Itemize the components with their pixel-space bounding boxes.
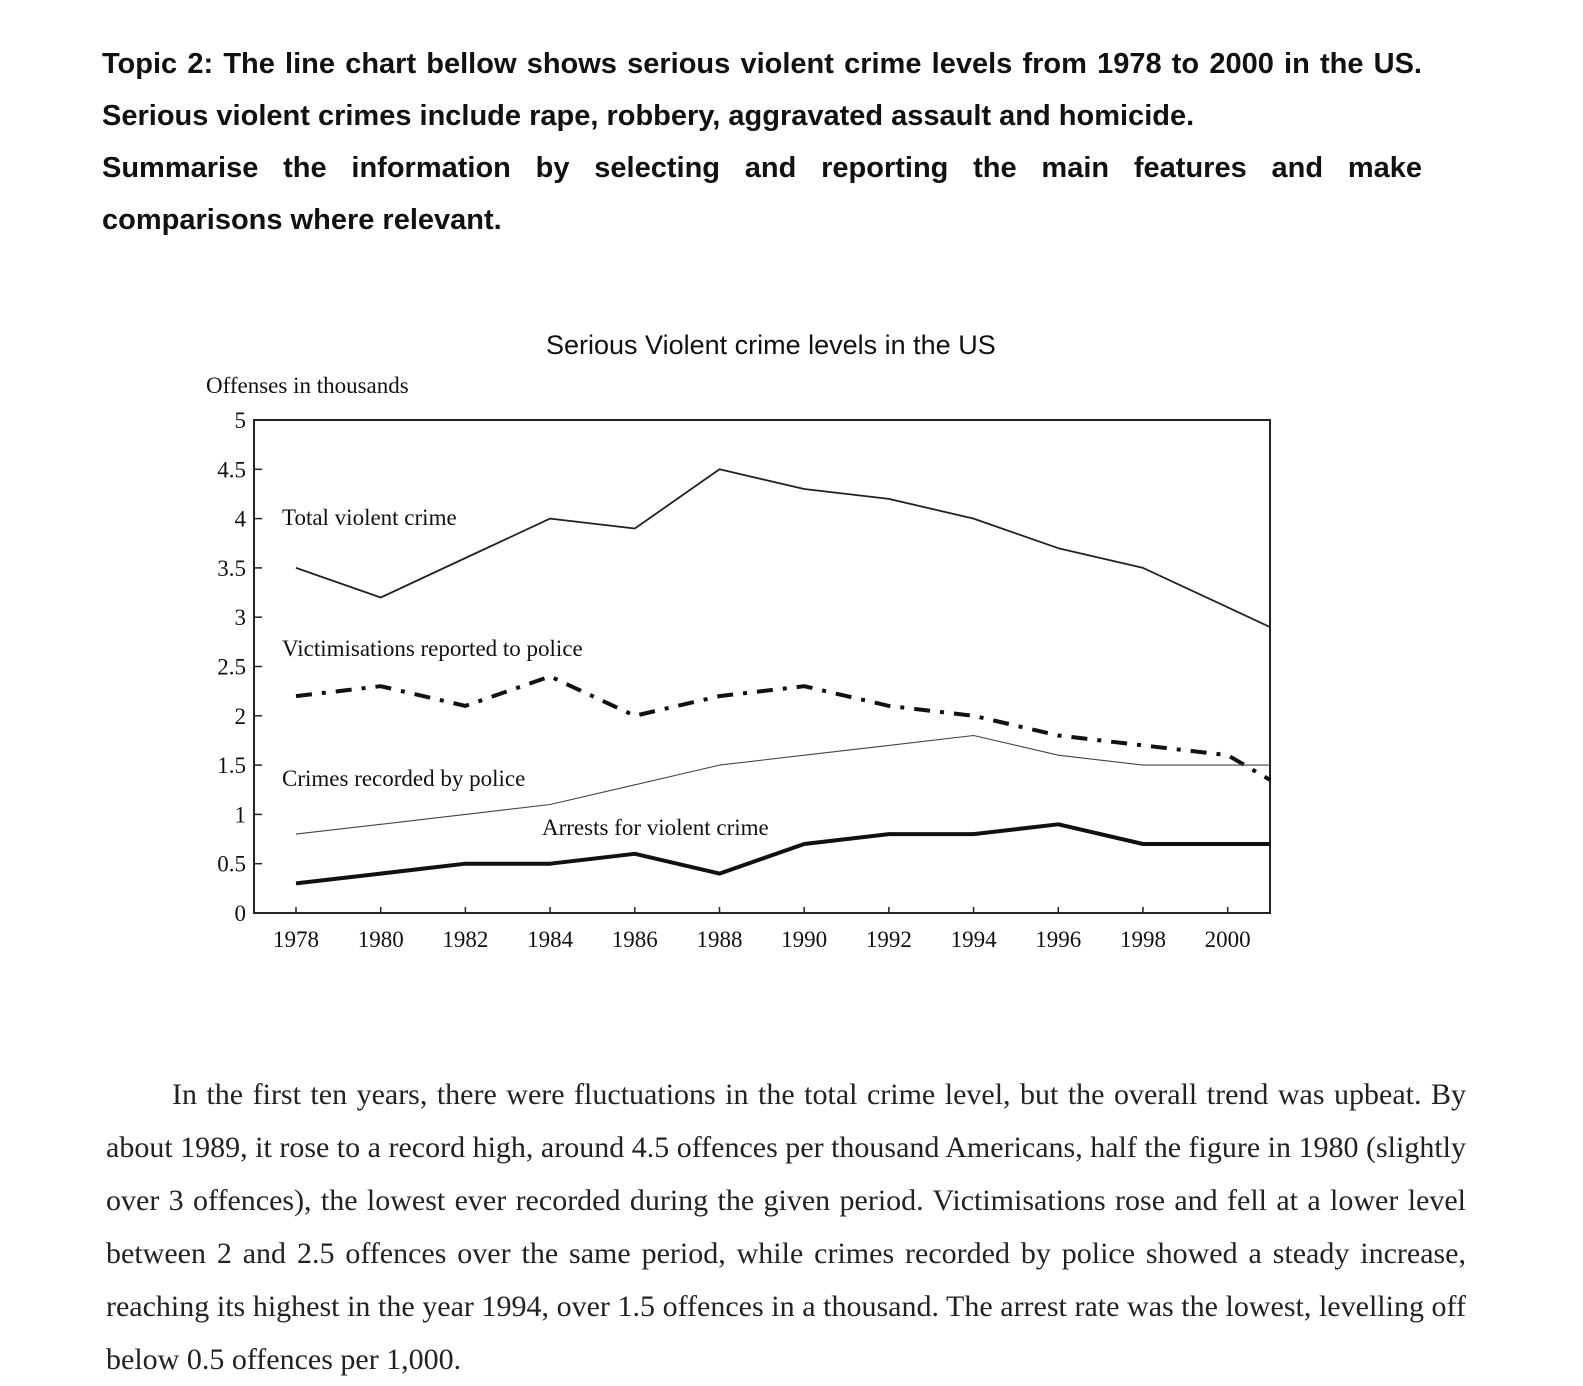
essay-paragraph: In the first ten years, there were fluct… bbox=[106, 1068, 1466, 1386]
x-tick-label: 1990 bbox=[781, 927, 827, 952]
y-tick-label: 2.5 bbox=[217, 655, 246, 680]
series-line-arrests bbox=[296, 824, 1270, 883]
x-tick-label: 1994 bbox=[951, 927, 998, 952]
y-tick-label: 4 bbox=[235, 507, 247, 532]
y-tick-label: 1.5 bbox=[217, 753, 246, 778]
x-tick-label: 2000 bbox=[1205, 927, 1251, 952]
y-tick-label: 5 bbox=[235, 408, 247, 433]
x-tick-label: 1998 bbox=[1120, 927, 1166, 952]
x-tick-label: 1982 bbox=[442, 927, 488, 952]
y-tick-label: 2 bbox=[235, 704, 247, 729]
y-tick-label: 3.5 bbox=[217, 556, 246, 581]
instruction-paragraph: Summarise the information by selecting a… bbox=[102, 142, 1422, 246]
series-line-total-violent-crime bbox=[296, 469, 1270, 627]
x-tick-label: 1978 bbox=[273, 927, 319, 952]
x-tick-label: 1996 bbox=[1035, 927, 1081, 952]
chart-svg: 0 0.5 1 1.5 2 2.5 3 3.5 4 4.5 5 1978 1980 1982 1984 198… bbox=[190, 320, 1300, 980]
y-tick-label: 1 bbox=[235, 802, 247, 827]
topic-prompt: Topic 2: The line chart bellow shows ser… bbox=[102, 38, 1422, 246]
series-label-victimisations: Victimisations reported to police bbox=[282, 636, 583, 661]
x-tick-label: 1986 bbox=[612, 927, 658, 952]
x-tick-label: 1988 bbox=[696, 927, 742, 952]
y-tick-label: 0 bbox=[235, 901, 247, 926]
y-tick-label: 3 bbox=[235, 605, 247, 630]
line-chart: Serious Violent crime levels in the US O… bbox=[190, 320, 1300, 980]
topic-paragraph: Topic 2: The line chart bellow shows ser… bbox=[102, 38, 1422, 142]
series-label-arrests: Arrests for violent crime bbox=[542, 815, 769, 840]
x-tick-label: 1992 bbox=[866, 927, 912, 952]
y-tick-label: 4.5 bbox=[217, 457, 246, 482]
x-tick-label: 1980 bbox=[358, 927, 404, 952]
x-tick-label: 1984 bbox=[527, 927, 574, 952]
series-line-victimisations bbox=[296, 676, 1270, 780]
series-label-crimes-recorded: Crimes recorded by police bbox=[282, 766, 525, 791]
series-label-total-violent-crime: Total violent crime bbox=[282, 505, 457, 530]
y-tick-label: 0.5 bbox=[217, 852, 246, 877]
